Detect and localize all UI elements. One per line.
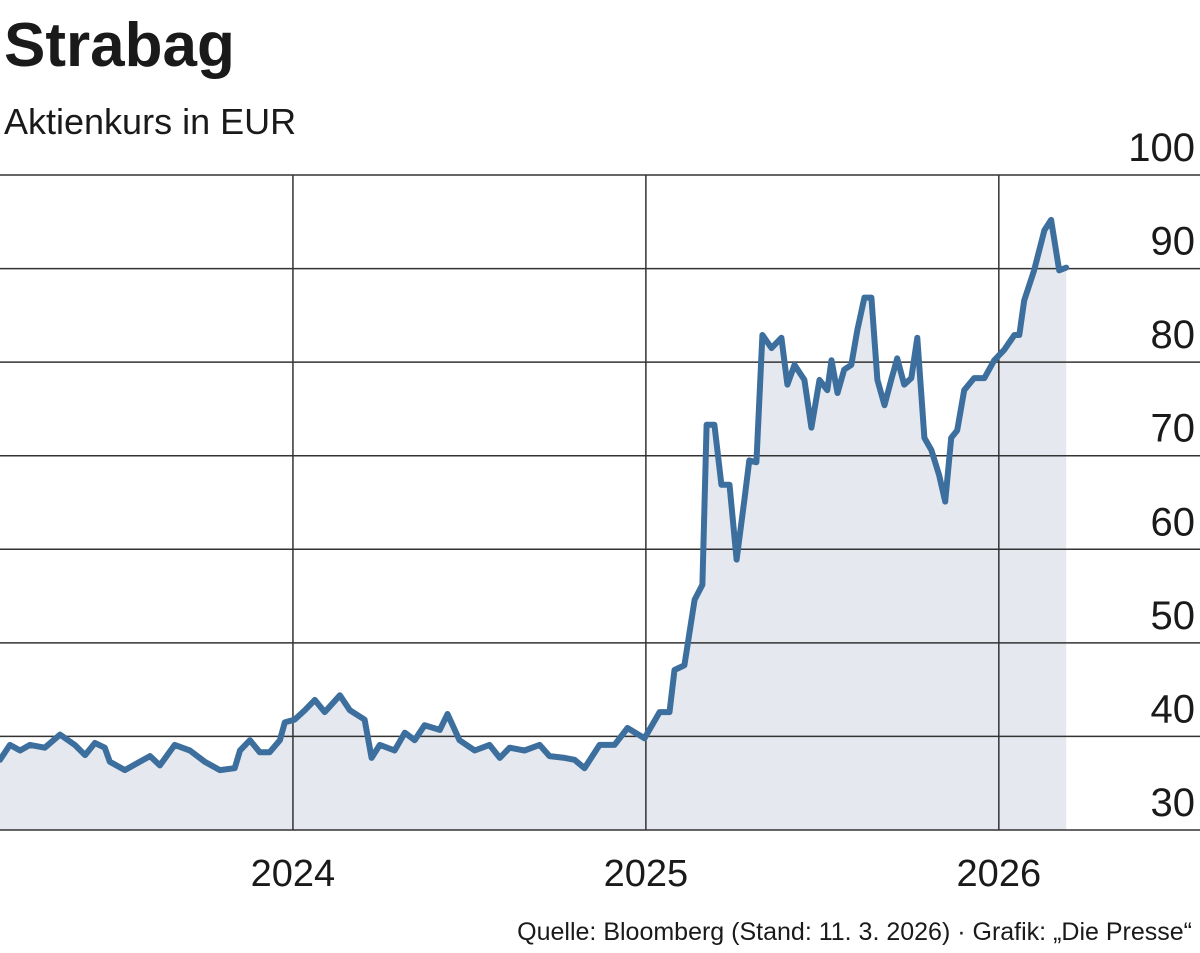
y-tick-label: 100: [1128, 126, 1195, 170]
plot: [0, 219, 1067, 830]
x-tick-label: 2026: [957, 853, 1042, 895]
source-note: Quelle: Bloomberg (Stand: 11. 3. 2026) ·…: [517, 918, 1192, 946]
y-tick-label: 30: [1151, 781, 1196, 825]
chart-title: Strabag: [4, 11, 235, 80]
y-tick-label: 60: [1151, 500, 1196, 544]
y-tick-label: 70: [1151, 407, 1196, 451]
y-tick-label: 80: [1151, 313, 1196, 357]
x-tick-label: 2024: [251, 853, 336, 895]
price-line: [0, 216, 1070, 774]
x-tick-label: 2025: [604, 853, 689, 895]
y-tick-label: 50: [1151, 594, 1196, 638]
area: [0, 219, 1067, 830]
y-tick-label: 40: [1151, 687, 1196, 731]
y-tick-label: 90: [1151, 220, 1196, 264]
chart-subtitle: Aktienkurs in EUR: [4, 101, 296, 142]
